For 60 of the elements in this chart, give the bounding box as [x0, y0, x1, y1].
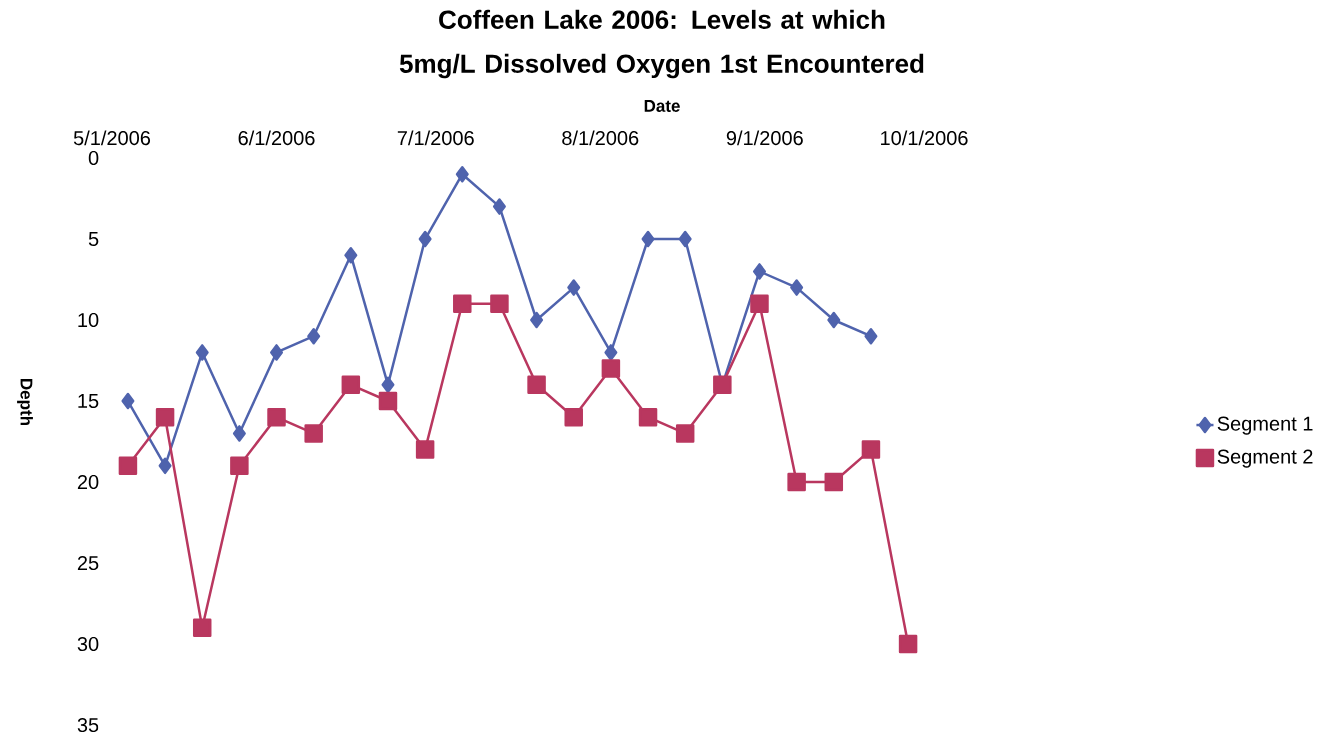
y-tick-label: 5	[88, 232, 99, 246]
x-tick-label: 9/1/2006	[726, 130, 803, 146]
x-axis-title: Date	[644, 100, 680, 112]
y-tick-label: 20	[77, 474, 99, 490]
point	[307, 327, 321, 345]
point	[492, 198, 506, 215]
point	[864, 327, 878, 345]
point	[232, 425, 246, 442]
point	[787, 472, 806, 492]
point	[304, 424, 323, 443]
x-tick-label: 8/1/2006	[562, 130, 639, 146]
point	[604, 344, 618, 361]
point	[638, 407, 658, 427]
point	[453, 294, 472, 314]
point	[155, 407, 175, 427]
legend-label: Segment 2	[1217, 449, 1313, 468]
point	[752, 263, 766, 280]
point	[192, 618, 212, 638]
point	[381, 376, 395, 394]
point	[824, 472, 844, 492]
point	[527, 375, 546, 395]
point	[378, 391, 398, 411]
point	[898, 634, 918, 654]
x-tick-label: 5/1/2006	[73, 130, 151, 146]
point	[641, 230, 655, 248]
point	[230, 456, 249, 476]
point	[564, 407, 583, 427]
point	[121, 392, 135, 410]
point	[418, 230, 432, 248]
point	[530, 311, 544, 329]
point	[750, 294, 769, 314]
x-tick-label: 7/1/2006	[397, 130, 474, 146]
point	[158, 457, 172, 475]
point	[490, 294, 509, 314]
point	[344, 246, 358, 264]
point	[195, 344, 209, 361]
point	[675, 424, 695, 443]
y-tick-label: 0	[88, 150, 99, 166]
point	[455, 165, 469, 183]
point	[827, 311, 841, 329]
y-tick-label: 35	[77, 717, 99, 732]
point	[790, 279, 804, 296]
point	[267, 407, 286, 427]
legend-label: Segment 1	[1217, 416, 1313, 435]
y-tick-label: 15	[78, 394, 99, 408]
y-tick-label: 10	[78, 312, 99, 328]
y-axis-title: Depth	[17, 379, 33, 426]
point	[567, 279, 581, 296]
point	[415, 440, 435, 459]
point	[861, 440, 881, 459]
point	[678, 230, 692, 248]
point	[601, 359, 621, 378]
point	[341, 375, 361, 395]
y-tick-label: 25	[77, 555, 99, 571]
point	[270, 344, 284, 361]
chart-title: Coffeen Lake 2006: Levels at which 5mg/L Dissolved Oxygen 1st Encountered	[399, 9, 924, 79]
x-tick-label: 6/1/2006	[238, 130, 315, 146]
point	[118, 456, 138, 476]
x-tick-label: 10/1/2006	[881, 130, 968, 146]
y-tick-label: 30	[77, 636, 99, 652]
